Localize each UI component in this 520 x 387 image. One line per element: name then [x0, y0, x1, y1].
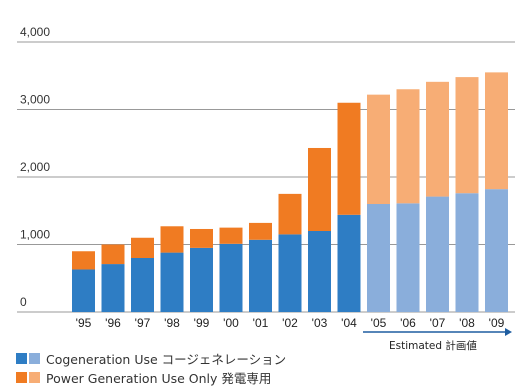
bar-power-only-12	[426, 81, 449, 197]
legend-swatch-cogeneration	[16, 353, 27, 364]
estimated-label: Estimated 計画値	[389, 339, 477, 352]
x-tick-label-13: '08	[459, 316, 475, 330]
x-axis-tick-labels: '95 '96 '97 '98 '99 '00 '01 '02 '03 '04 '05 '06 '07 '…	[76, 316, 505, 330]
y-tick-label-1: 1,000	[20, 228, 50, 242]
bar-cogeneration-7	[278, 234, 302, 312]
bars	[72, 72, 508, 312]
bar-power-only-3	[160, 226, 184, 253]
x-tick-label-8: '03	[312, 316, 328, 330]
y-tick-label-2: 2,000	[20, 160, 50, 174]
x-tick-label-5: '00	[223, 316, 239, 330]
bar-cogeneration-14	[485, 189, 508, 312]
bar-power-only-7	[278, 193, 302, 235]
bar-cogeneration-4	[190, 247, 213, 312]
bar-power-only-4	[190, 228, 213, 248]
bar-cogeneration-0	[72, 269, 95, 312]
legend-swatch-power-only	[16, 372, 27, 383]
bar-power-only-11	[396, 89, 420, 204]
y-tick-label-4: 4,000	[20, 25, 50, 39]
x-tick-label-11: '06	[400, 316, 416, 330]
legend-swatch-power-only-estimated	[29, 372, 40, 383]
y-tick-label-0: 0	[20, 295, 27, 309]
estimated-annotation: Estimated 計画値	[363, 328, 512, 352]
bar-cogeneration-8	[308, 231, 331, 312]
bar-cogeneration-1	[101, 264, 125, 312]
bar-power-only-1	[101, 244, 125, 265]
bar-power-only-2	[131, 237, 154, 258]
bar-power-only-8	[308, 147, 331, 231]
estimated-arrow-head	[505, 328, 512, 336]
x-tick-label-2: '97	[135, 316, 151, 330]
legend-swatch-cogeneration-estimated	[29, 353, 40, 364]
x-tick-label-3: '98	[164, 316, 180, 330]
bar-power-only-9	[337, 102, 361, 215]
y-axis-tick-labels: 0 1,000 2,000 3,000 4,000	[20, 25, 50, 309]
x-tick-label-7: '02	[282, 316, 298, 330]
bar-cogeneration-3	[160, 252, 184, 312]
bar-cogeneration-6	[249, 239, 272, 312]
x-tick-label-4: '99	[194, 316, 210, 330]
x-tick-label-14: '09	[489, 316, 505, 330]
x-tick-label-10: '05	[371, 316, 387, 330]
legend-item-power-only: Power Generation Use Only 発電専用	[16, 368, 271, 387]
x-tick-label-12: '07	[430, 316, 446, 330]
bar-cogeneration-13	[455, 193, 479, 312]
bar-cogeneration-12	[426, 196, 449, 312]
bar-cogeneration-11	[396, 203, 420, 312]
legend-label-cogeneration: Cogeneration Use コージェネレーション	[46, 352, 287, 367]
bar-cogeneration-2	[131, 258, 154, 312]
x-tick-label-9: '04	[341, 316, 357, 330]
bar-cogeneration-9	[337, 214, 361, 312]
x-tick-label-6: '01	[253, 316, 269, 330]
y-tick-label-3: 3,000	[20, 93, 50, 107]
x-tick-label-1: '96	[105, 316, 121, 330]
bar-power-only-14	[485, 72, 508, 190]
bar-power-only-5	[219, 227, 243, 244]
bar-power-only-13	[455, 77, 479, 194]
x-tick-label-0: '95	[76, 316, 92, 330]
bar-cogeneration-5	[219, 243, 243, 312]
bar-power-only-0	[72, 251, 95, 270]
legend-item-cogeneration: Cogeneration Use コージェネレーション	[16, 349, 286, 368]
bar-power-only-6	[249, 222, 272, 240]
bar-cogeneration-10	[367, 204, 390, 312]
bar-power-only-10	[367, 94, 390, 204]
legend-label-power-only: Power Generation Use Only 発電専用	[46, 371, 272, 386]
